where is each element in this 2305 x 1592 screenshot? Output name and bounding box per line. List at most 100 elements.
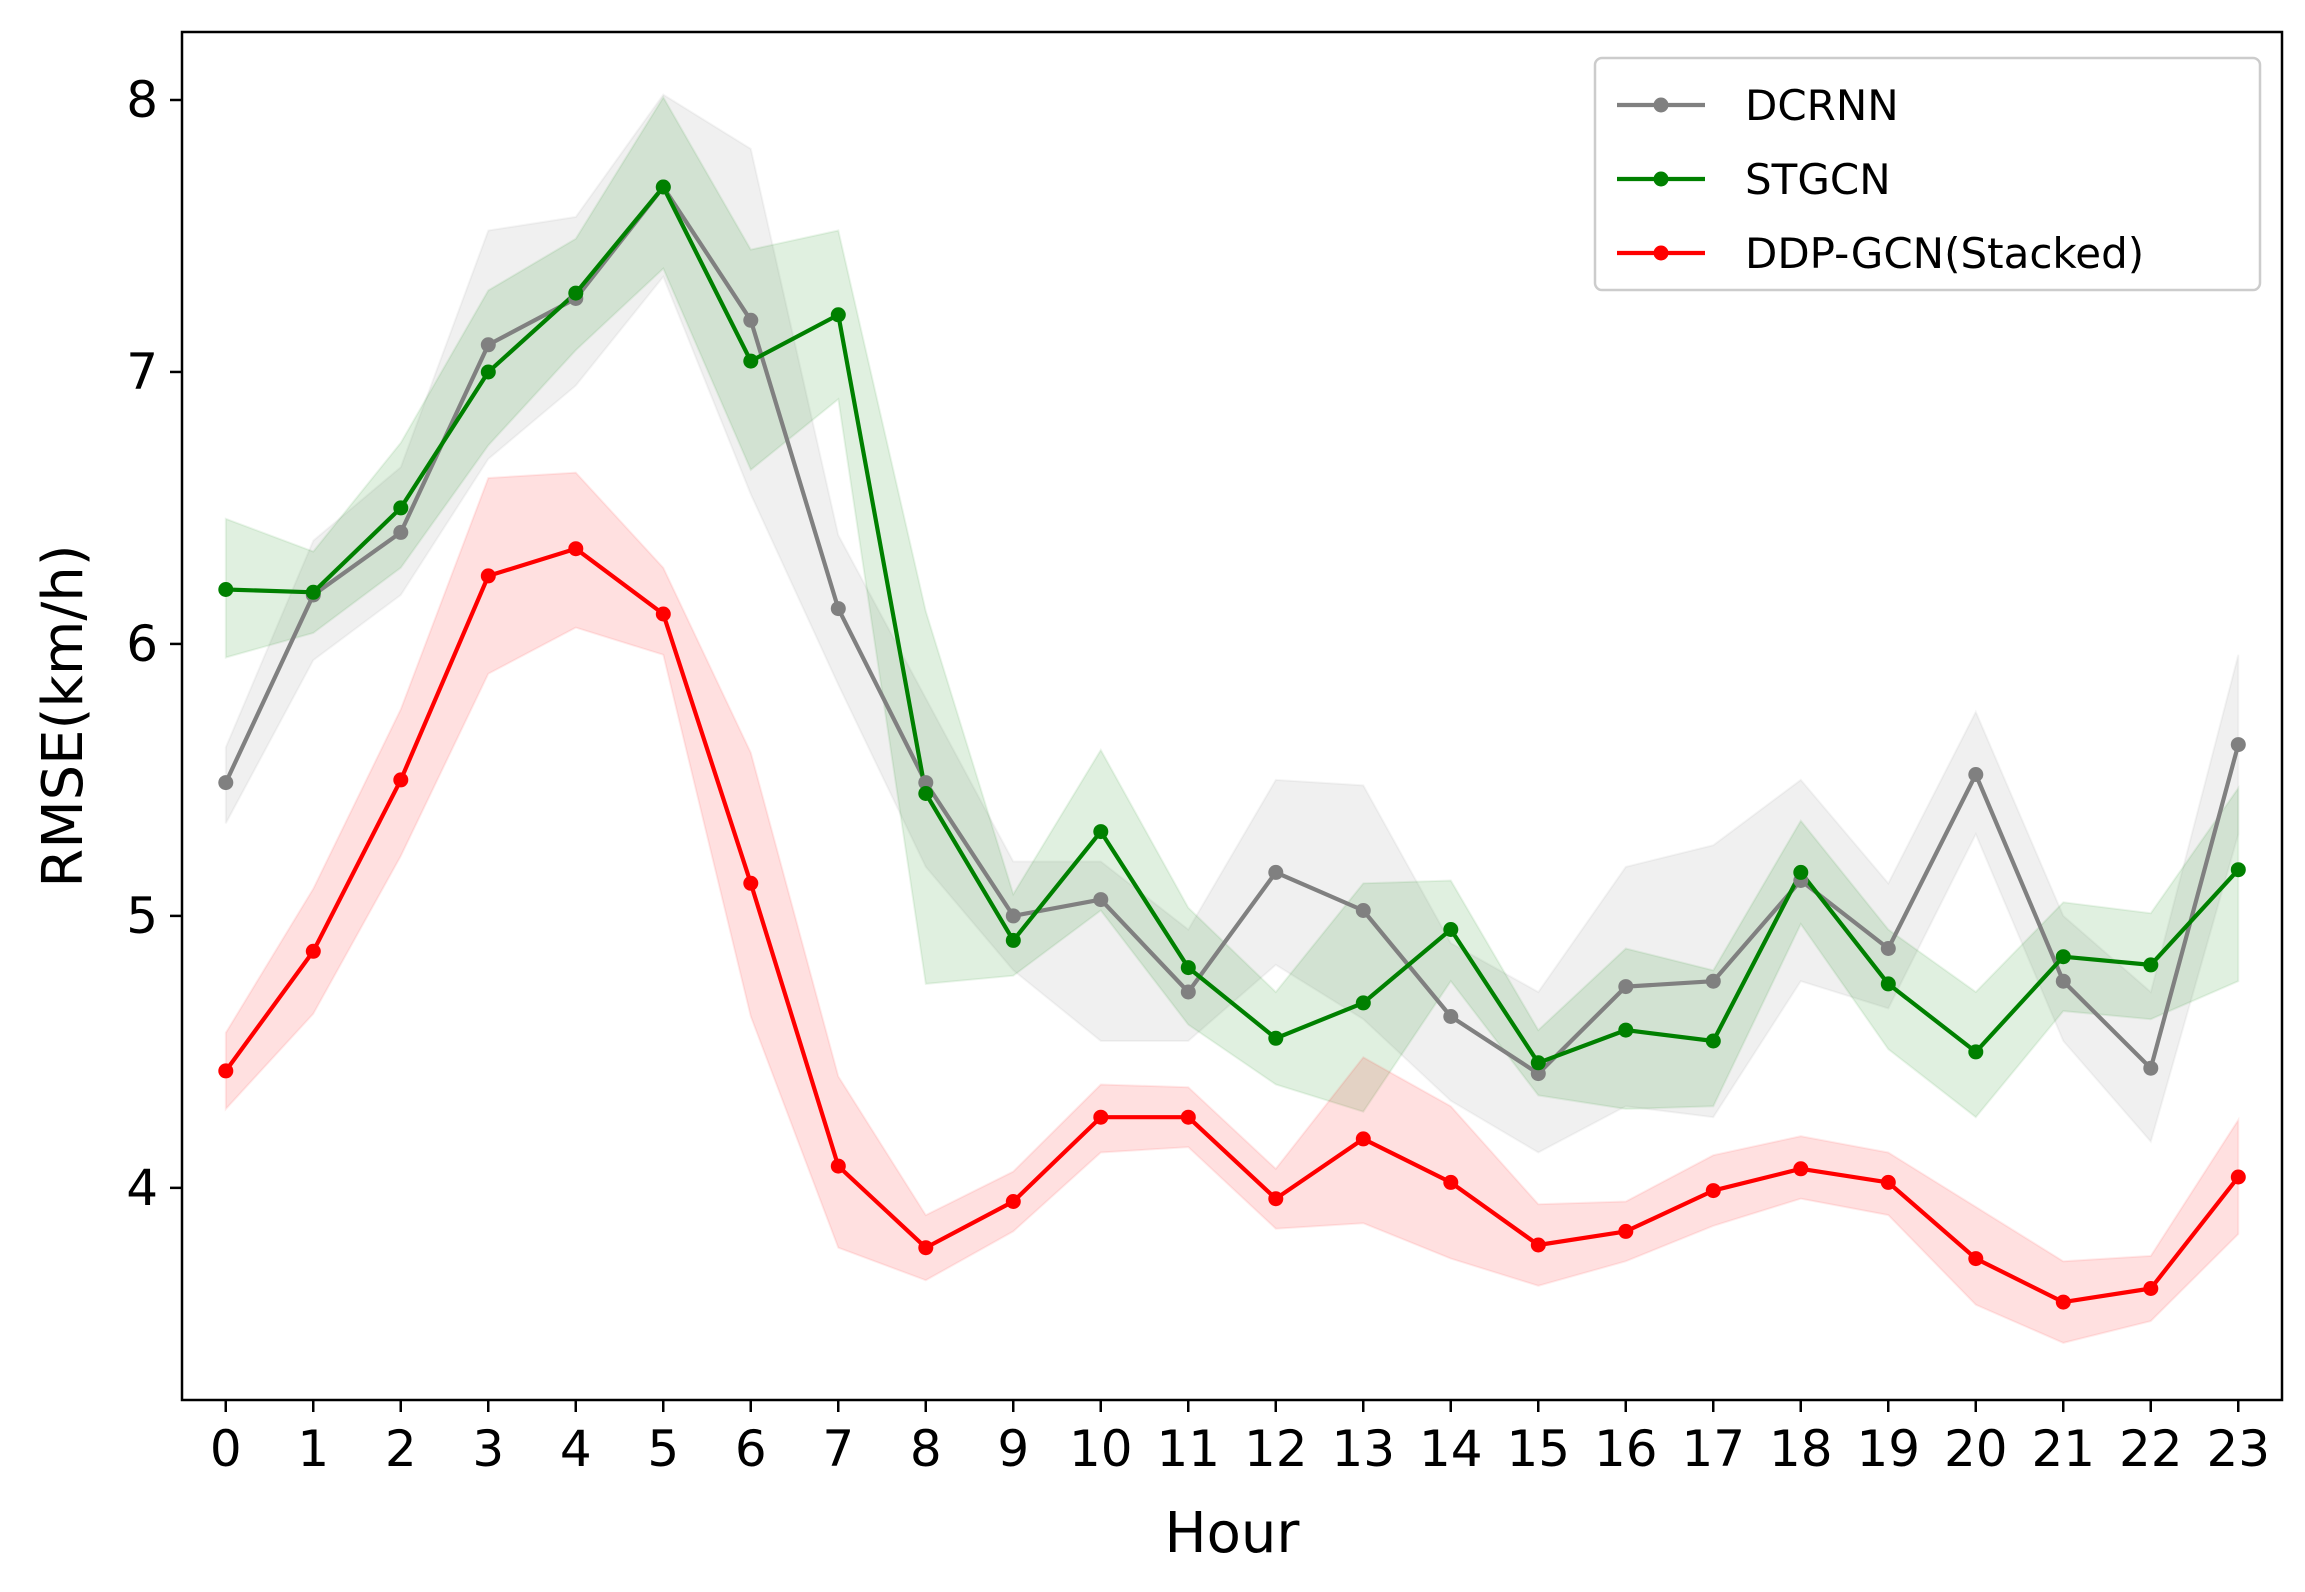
series-line-ddp-gcn-stacked (223, 546, 2241, 1305)
data-point-ddp-gcn-stacked (1268, 1191, 1284, 1207)
data-point-stgcn (1880, 976, 1896, 992)
data-point-ddp-gcn-stacked (830, 1158, 846, 1174)
data-point-dcrnn (1355, 903, 1371, 918)
data-point-dcrnn (2230, 737, 2246, 753)
data-point-ddp-gcn-stacked (2143, 1281, 2159, 1296)
x-tick-label: 11 (1156, 1420, 1220, 1478)
x-tick-label: 16 (1594, 1420, 1658, 1478)
data-point-stgcn (1705, 1033, 1721, 1049)
data-point-dcrnn (918, 775, 934, 791)
data-point-ddp-gcn-stacked (1093, 1109, 1109, 1125)
x-tick-label: 2 (385, 1420, 417, 1478)
y-tick-label: 6 (126, 615, 158, 673)
data-point-dcrnn (743, 312, 759, 328)
data-point-stgcn (305, 584, 321, 600)
data-point-stgcn (918, 786, 934, 801)
legend-label-ddp-gcn-stacked: DDP-GCN(Stacked) (1745, 229, 2144, 278)
data-point-dcrnn (480, 337, 496, 353)
y-tick-label: 4 (126, 1159, 158, 1217)
legend-box (1593, 56, 2262, 292)
x-tick-label: 5 (647, 1420, 679, 1478)
x-tick-label: 9 (997, 1420, 1029, 1478)
band-stgcn (224, 95, 2240, 1119)
data-point-dcrnn (393, 524, 409, 540)
data-point-ddp-gcn-stacked (568, 541, 584, 557)
y-axis: 4 5 6 7 8 (126, 71, 182, 1217)
data-point-ddp-gcn-stacked (1968, 1251, 1984, 1267)
data-point-dcrnn (1618, 979, 1634, 995)
x-tick-label: 1 (297, 1420, 329, 1478)
data-point-ddp-gcn-stacked (305, 943, 321, 959)
x-axis-title: Hour (1165, 1501, 1301, 1566)
data-point-stgcn (1793, 864, 1809, 880)
data-point-stgcn (1180, 960, 1196, 976)
data-point-ddp-gcn-stacked (1443, 1174, 1459, 1190)
x-tick-label: 14 (1419, 1420, 1483, 1478)
data-point-ddp-gcn-stacked (1705, 1183, 1721, 1199)
data-point-stgcn (1530, 1055, 1546, 1071)
data-point-ddp-gcn-stacked (1618, 1223, 1634, 1239)
legend-label-dcrnn: DCRNN (1745, 81, 1899, 130)
plot-frame (180, 30, 2284, 1402)
data-point-dcrnn (1705, 973, 1721, 989)
data-point-stgcn (393, 500, 409, 516)
data-point-ddp-gcn-stacked (2055, 1294, 2071, 1310)
x-tick-label: 8 (910, 1420, 942, 1478)
y-tick-label: 5 (126, 887, 158, 945)
band-dcrnn (224, 93, 2240, 1154)
y-axis-title: RMSE(km/h) (31, 544, 96, 887)
x-tick-label: 23 (2206, 1420, 2270, 1478)
data-point-dcrnn (1180, 984, 1196, 1000)
data-point-stgcn (568, 285, 584, 301)
data-point-dcrnn (1005, 908, 1021, 924)
data-point-dcrnn (218, 775, 234, 791)
data-point-stgcn (830, 307, 846, 323)
data-point-stgcn (1355, 995, 1371, 1011)
data-point-dcrnn (2055, 973, 2071, 989)
data-point-ddp-gcn-stacked (1180, 1109, 1196, 1125)
x-axis: 0 1 2 3 4 5 6 7 8 9 10 11 12 13 14 15 16 17 18 19 20 21 22 23 (210, 1400, 2270, 1478)
data-point-dcrnn (1530, 1066, 1546, 1082)
data-point-dcrnn (1968, 767, 1984, 782)
data-point-stgcn (2143, 957, 2159, 973)
data-point-ddp-gcn-stacked (1793, 1161, 1809, 1177)
data-point-ddp-gcn-stacked (480, 568, 496, 584)
data-point-stgcn (1968, 1044, 1984, 1060)
x-tick-label: 21 (2031, 1420, 2095, 1478)
data-point-ddp-gcn-stacked (1355, 1131, 1371, 1147)
x-tick-label: 19 (1856, 1420, 1920, 1478)
data-point-ddp-gcn-stacked (743, 875, 759, 891)
legend-label-stgcn: STGCN (1745, 155, 1891, 204)
points-layer (218, 179, 2246, 1310)
data-point-ddp-gcn-stacked (655, 606, 671, 622)
x-tick-label: 12 (1244, 1420, 1308, 1478)
data-point-ddp-gcn-stacked (218, 1063, 234, 1079)
data-point-stgcn (1618, 1022, 1634, 1038)
data-point-stgcn (1268, 1030, 1284, 1046)
x-tick-label: 10 (1069, 1420, 1133, 1478)
data-point-dcrnn (1443, 1009, 1459, 1024)
legend-marker-dcrnn (1653, 97, 1669, 113)
data-point-dcrnn (1880, 941, 1896, 956)
series-line-stgcn (223, 184, 2241, 1065)
x-tick-label: 3 (472, 1420, 504, 1478)
x-tick-label: 22 (2119, 1420, 2183, 1478)
data-point-stgcn (1093, 824, 1109, 840)
x-tick-label: 6 (735, 1420, 767, 1478)
y-tick-label: 8 (126, 71, 158, 129)
data-point-ddp-gcn-stacked (1005, 1194, 1021, 1209)
data-point-ddp-gcn-stacked (1880, 1174, 1896, 1190)
data-point-stgcn (743, 353, 759, 369)
data-point-ddp-gcn-stacked (2230, 1169, 2246, 1185)
y-tick-label: 7 (126, 343, 158, 401)
data-point-stgcn (2055, 949, 2071, 965)
data-point-ddp-gcn-stacked (1530, 1237, 1546, 1253)
bands-layer (224, 93, 2240, 1344)
data-point-stgcn (1443, 922, 1459, 937)
data-point-ddp-gcn-stacked (918, 1240, 934, 1256)
data-point-dcrnn (1093, 892, 1109, 908)
x-tick-label: 15 (1506, 1420, 1570, 1478)
data-point-stgcn (1005, 932, 1021, 948)
band-ddp-gcn-stacked (224, 471, 2240, 1344)
